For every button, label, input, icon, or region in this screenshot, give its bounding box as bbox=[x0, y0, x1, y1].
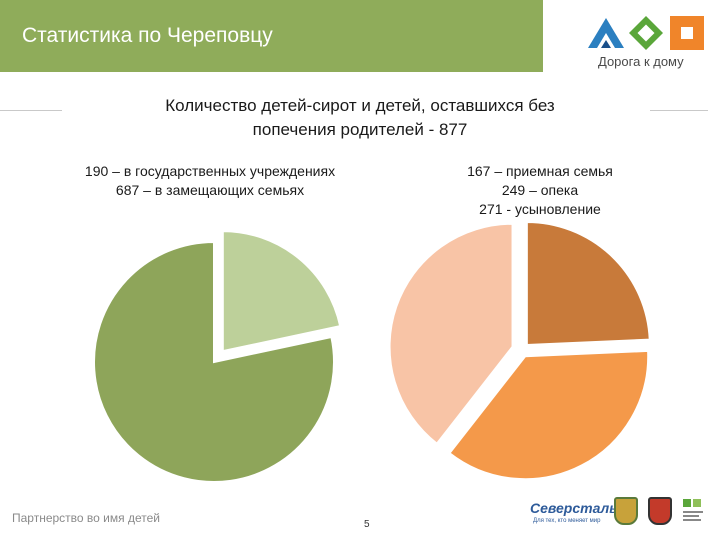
chart-heading-line-2: попечения родителей - 877 bbox=[252, 120, 468, 139]
pie-left-slice-2 bbox=[93, 240, 335, 483]
vologda-crest-icon bbox=[648, 497, 672, 525]
slide-title: Статистика по Череповцу bbox=[22, 24, 273, 47]
left-caption-line-1: 190 – в государственных учреждениях bbox=[84, 163, 336, 179]
foundation-logo-icon bbox=[683, 499, 703, 521]
right-caption-line-3: 271 - усыновление bbox=[479, 201, 601, 217]
pie-right-slice-3 bbox=[388, 222, 514, 446]
pie-left-slice-1 bbox=[221, 230, 342, 353]
chart-heading: Количество детей-сирот и детей, оставших… bbox=[80, 94, 640, 142]
chart-heading-line-1: Количество детей-сирот и детей, оставших… bbox=[165, 96, 555, 115]
logo-square-icon bbox=[670, 16, 704, 50]
header-band: Статистика по Череповцу bbox=[0, 0, 543, 72]
title-rule-right bbox=[650, 110, 708, 111]
page-number: 5 bbox=[364, 519, 370, 530]
severstal-logo: Северсталь bbox=[530, 500, 618, 516]
logo-caption: Дорога к дому bbox=[598, 54, 684, 69]
doroga-k-domu-logo bbox=[588, 16, 704, 50]
title-rule-left bbox=[0, 110, 62, 111]
pie-right-slice-2 bbox=[448, 349, 650, 481]
right-caption-line-1: 167 – приемная семья bbox=[467, 163, 613, 179]
cherepovets-crest-icon bbox=[614, 497, 638, 525]
footer-partnership-text: Партнерство во имя детей bbox=[12, 511, 160, 525]
left-chart-caption: 190 – в государственных учреждениях 687 … bbox=[40, 162, 380, 200]
pie-right-slice-1 bbox=[525, 220, 651, 346]
right-caption-line-2: 249 – опека bbox=[501, 182, 579, 198]
logo-diamond-icon bbox=[629, 16, 663, 50]
left-caption-line-2: 687 – в замещающих семьях bbox=[115, 182, 305, 198]
right-chart-caption: 167 – приемная семья 249 – опека 271 - у… bbox=[420, 162, 660, 219]
severstal-tagline: Для тех, кто меняет мир bbox=[533, 518, 601, 524]
